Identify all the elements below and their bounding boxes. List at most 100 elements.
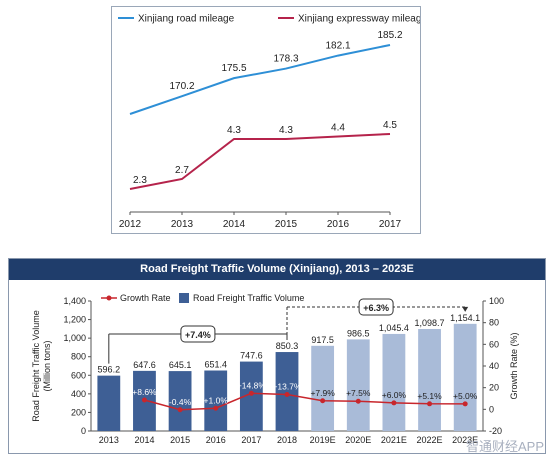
- bar: [453, 323, 477, 431]
- legend-label-1: Xinjiang expressway mileage: [298, 14, 420, 25]
- bar-value-label: 1,154.1: [450, 313, 480, 323]
- data-label: 4.3: [279, 125, 293, 136]
- x-tick-label: 2019E: [310, 435, 336, 445]
- legend-marker-growth: [106, 295, 112, 301]
- legend-label-0: Xinjiang road mileage: [138, 14, 235, 25]
- data-label: 178.3: [273, 54, 298, 65]
- x-tick-label: 2016: [327, 219, 350, 230]
- legend-label-bars: Road Freight Traffic Volume: [193, 293, 304, 303]
- growth-label: +7.9%: [310, 388, 335, 398]
- y-tick-label-right: 60: [489, 339, 499, 349]
- growth-label: -0.4%: [169, 397, 192, 407]
- bar: [311, 345, 335, 431]
- y-tick-label-right: 0: [489, 404, 494, 414]
- x-tick-label: 2015: [275, 219, 298, 230]
- cagr-box: [180, 325, 216, 343]
- growth-label: +14.8%: [237, 380, 267, 390]
- data-label: 2.3: [133, 175, 147, 186]
- bar-value-label: 651.4: [204, 360, 227, 370]
- series-line-1: [129, 133, 391, 190]
- chart-title: Road Freight Traffic Volume (Xinjiang), …: [9, 259, 545, 280]
- bar: [239, 361, 263, 431]
- bar-value-label: 647.6: [133, 360, 156, 370]
- cagr-box: [358, 298, 394, 316]
- growth-point: [213, 405, 219, 411]
- x-tick-label: 2023E: [452, 435, 478, 445]
- bar-value-label: 1,098.7: [415, 318, 445, 328]
- y-axis-title-line: (Million tons): [42, 340, 52, 391]
- bar-value-label: 850.3: [276, 341, 299, 351]
- cagr-label: +7.4%: [185, 330, 211, 340]
- x-tick-label: 2013: [171, 219, 194, 230]
- bar-value-label: 645.1: [169, 360, 192, 370]
- bar-value-label: 1,045.4: [379, 323, 409, 333]
- data-label: 2.7: [175, 165, 189, 176]
- growth-point: [391, 400, 397, 406]
- x-tick-label: 2014: [223, 219, 246, 230]
- x-tick-label: 2017: [241, 435, 261, 445]
- growth-label: +13.7%: [272, 381, 302, 391]
- y-tick-label-left: 1,400: [63, 296, 86, 306]
- x-tick-label: 2021E: [381, 435, 407, 445]
- bar: [168, 371, 192, 431]
- x-tick-label: 2013: [99, 435, 119, 445]
- growth-point: [141, 397, 147, 403]
- growth-label: +6.0%: [382, 390, 407, 400]
- growth-label: +7.5%: [346, 388, 371, 398]
- bar-value-label: 917.5: [311, 335, 334, 345]
- data-label: 4.4: [331, 123, 345, 134]
- x-tick-label: 2016: [206, 435, 226, 445]
- bar: [346, 339, 370, 431]
- y-tick-label-left: 0: [81, 426, 86, 436]
- data-label: 182.1: [325, 41, 350, 52]
- series-line-0: [129, 44, 391, 115]
- road-mileage-chart-svg: Xinjiang road mileage Xinjiang expressway…: [118, 14, 427, 230]
- y-tick-label-left: 200: [71, 407, 86, 417]
- x-tick-label: 2017: [379, 219, 402, 230]
- data-label: 185.2: [377, 30, 402, 41]
- x-tick-label: 2022E: [417, 435, 443, 445]
- growth-label: +1.0%: [204, 395, 229, 405]
- growth-label: +8.6%: [132, 387, 157, 397]
- bar: [382, 333, 406, 431]
- bar: [97, 375, 121, 431]
- growth-point: [284, 391, 290, 397]
- freight-volume-chart-svg: Growth Rate Road Freight Traffic Volume 0 2…: [31, 293, 519, 445]
- bar: [204, 370, 228, 431]
- y-tick-label-left: 1,200: [63, 315, 86, 325]
- cagr-arrow-head: [462, 306, 469, 312]
- y-axis-title-line: Road Freight Traffic Volume: [31, 310, 41, 421]
- legend-label-growth: Growth Rate: [120, 293, 171, 303]
- growth-point: [320, 398, 326, 404]
- road-mileage-chart: Xinjiang road mileage Xinjiang expressway…: [111, 6, 427, 234]
- y-tick-label-right: 20: [489, 383, 499, 393]
- data-label: 4.5: [383, 120, 397, 131]
- data-label: 4.3: [227, 125, 241, 136]
- watermark-text: 智通财经APP: [465, 439, 544, 454]
- data-label: 175.5: [221, 63, 246, 74]
- legend-swatch-bars: [179, 293, 189, 303]
- growth-point: [355, 398, 361, 404]
- y-tick-label-right: 40: [489, 361, 499, 371]
- bar-value-label: 747.6: [240, 351, 263, 361]
- x-tick-label: 2014: [134, 435, 154, 445]
- growth-label: +5.0%: [453, 391, 478, 401]
- y-tick-label-right: 80: [489, 318, 499, 328]
- growth-point: [248, 390, 254, 396]
- y-tick-label-left: 1,000: [63, 333, 86, 343]
- cagr-label: +6.3%: [363, 303, 389, 313]
- y-tick-label-left: 600: [71, 370, 86, 380]
- y-tick-label-right: -20: [489, 426, 502, 436]
- y-tick-label-right: 100: [489, 296, 504, 306]
- bar: [275, 352, 299, 431]
- freight-volume-chart: Road Freight Traffic Volume (Xinjiang), …: [8, 258, 546, 454]
- y-tick-label-left: 400: [71, 389, 86, 399]
- y-tick-label-left: 800: [71, 352, 86, 362]
- growth-label: +5.1%: [417, 391, 442, 401]
- x-tick-label: 2012: [119, 219, 142, 230]
- growth-point: [462, 401, 468, 407]
- growth-point: [177, 407, 183, 413]
- x-tick-label: 2020E: [345, 435, 371, 445]
- bar-value-label: 986.5: [347, 328, 370, 338]
- y-axis-title-left: Road Freight Traffic Volume(Million tons…: [31, 310, 52, 421]
